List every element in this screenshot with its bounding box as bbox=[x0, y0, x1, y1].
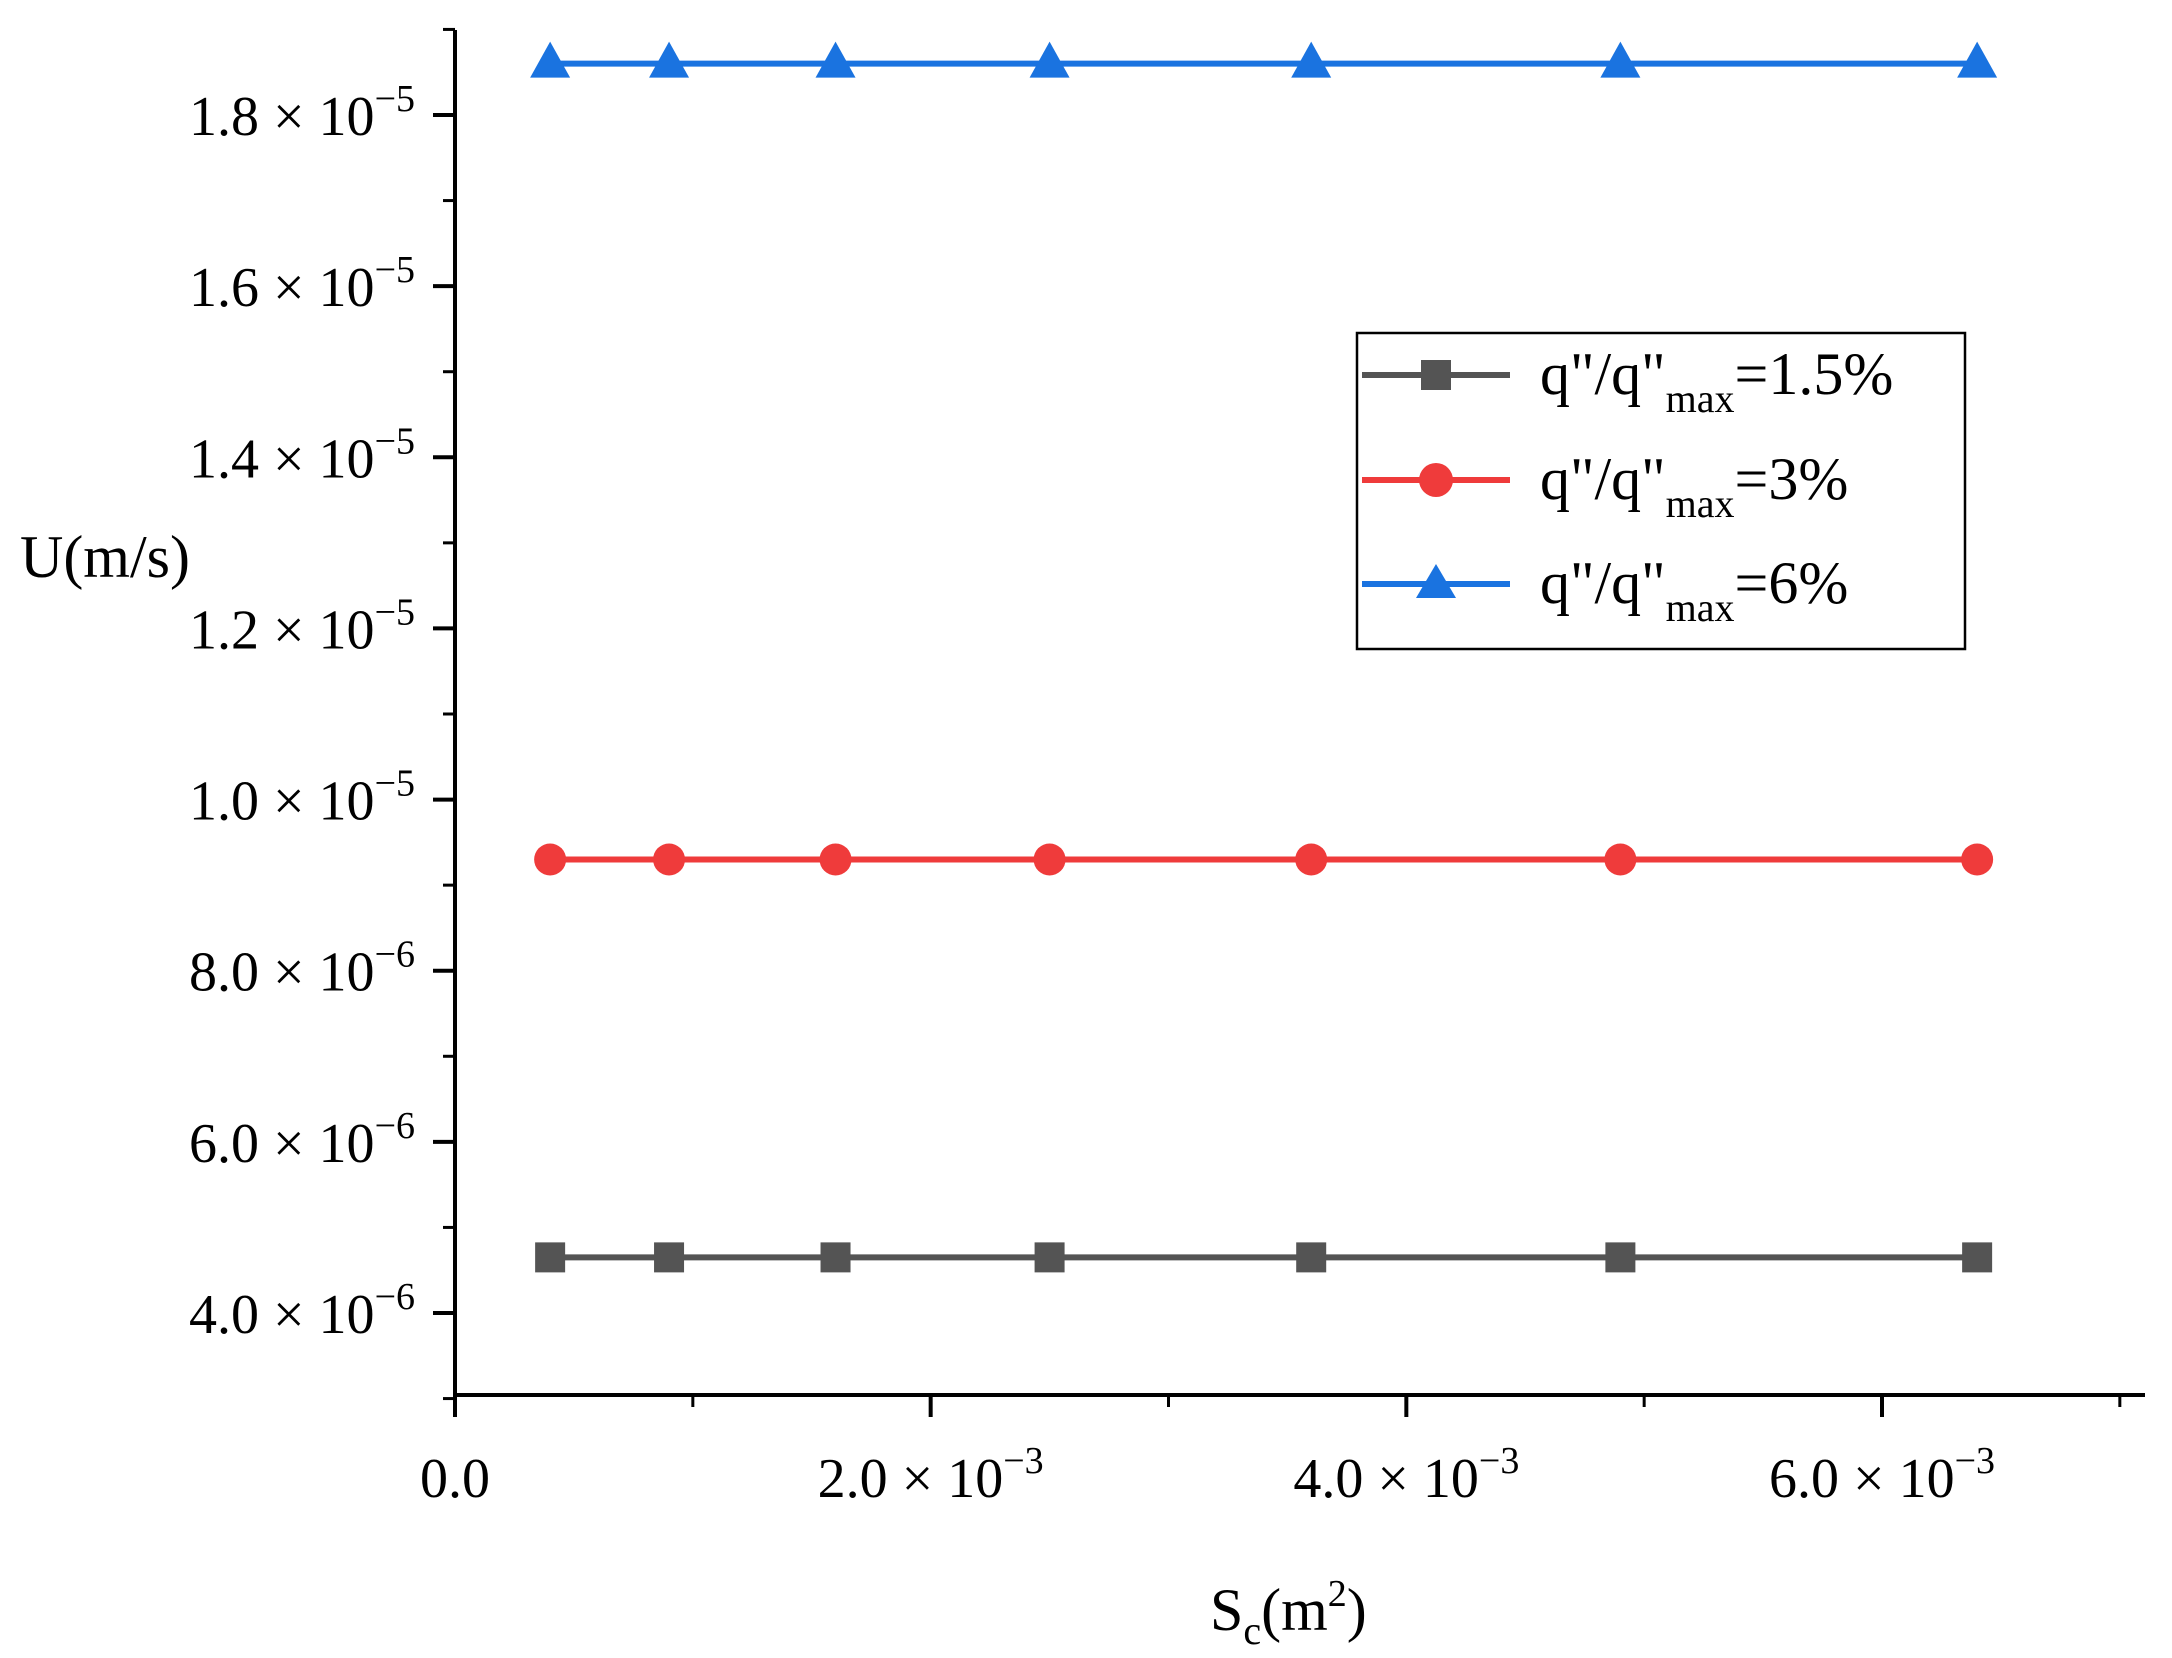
data-point-s3 bbox=[1033, 843, 1066, 876]
x-tick-label: 0.0 bbox=[420, 1448, 490, 1510]
data-point-s15 bbox=[820, 1242, 851, 1273]
x-tick-label: 6.0 × 10−3 bbox=[1769, 1440, 1995, 1510]
y-tick-label: 1.6 × 10−5 bbox=[189, 249, 415, 319]
legend-item-s3: q"/q"max=3% bbox=[1362, 446, 1848, 526]
legend: q"/q"max=1.5% q"/q"max=3% q"/q"max=6% bbox=[1355, 331, 1967, 651]
series-layer bbox=[530, 41, 1998, 1273]
x-axis-title-sub: c bbox=[1243, 1608, 1261, 1653]
data-point-s15 bbox=[654, 1242, 685, 1273]
data-point-s6 bbox=[1029, 41, 1070, 78]
legend-marker-s6 bbox=[1416, 564, 1456, 598]
legend-label-s3: q"/q"max=3% bbox=[1540, 446, 1848, 526]
y-tick-label: 4.0 × 10−6 bbox=[189, 1276, 415, 1346]
data-point-s3 bbox=[1295, 843, 1328, 876]
legend-marker-s15 bbox=[1421, 360, 1451, 390]
data-point-s6 bbox=[1600, 41, 1641, 78]
data-point-s3 bbox=[534, 843, 567, 876]
x-axis-title-unit-open: (m bbox=[1261, 1577, 1328, 1643]
y-axis-title: U(m/s) bbox=[20, 524, 190, 590]
data-point-s3 bbox=[819, 843, 852, 876]
legend-marker-s3 bbox=[1419, 463, 1453, 497]
x-axis-title-main: S bbox=[1210, 1577, 1243, 1643]
x-tick-label: 4.0 × 10−3 bbox=[1293, 1440, 1519, 1510]
x-axis-title: Sc(m2) bbox=[1210, 1573, 1367, 1653]
data-point-s6 bbox=[530, 41, 571, 78]
legend-box bbox=[1355, 331, 1967, 651]
legend-item-s15: q"/q"max=1.5% bbox=[1362, 341, 1893, 421]
y-tick-label: 1.8 × 10−5 bbox=[189, 78, 415, 148]
x-tick-label: 2.0 × 10−3 bbox=[818, 1440, 1044, 1510]
data-point-s15 bbox=[1296, 1242, 1327, 1273]
data-point-s15 bbox=[1034, 1242, 1065, 1273]
y-tick-label: 8.0 × 10−6 bbox=[189, 934, 415, 1004]
x-ticks: 0.0 2.0 × 10−3 4.0 × 10−3 6.0 × 10−3 bbox=[420, 1395, 2122, 1510]
data-point-s3 bbox=[1604, 843, 1637, 876]
y-tick-label: 1.4 × 10−5 bbox=[189, 420, 415, 490]
data-point-s6 bbox=[1291, 41, 1332, 78]
legend-label-s6: q"/q"max=6% bbox=[1540, 550, 1848, 630]
y-tick-label: 1.2 × 10−5 bbox=[189, 591, 415, 661]
y-ticks: 4.0 × 10−6 6.0 × 10−6 8.0 × 10−6 1.0 × 10−5… bbox=[189, 27, 455, 1401]
data-point-s6 bbox=[649, 41, 690, 78]
x-axis-title-unit-sup: 2 bbox=[1328, 1573, 1347, 1615]
data-point-s3 bbox=[653, 843, 686, 876]
data-point-s6 bbox=[815, 41, 856, 78]
y-tick-label: 1.0 × 10−5 bbox=[189, 763, 415, 833]
data-point-s15 bbox=[1605, 1242, 1636, 1273]
y-tick-label: 6.0 × 10−6 bbox=[189, 1105, 415, 1175]
x-axis-title-unit-close: ) bbox=[1347, 1577, 1367, 1643]
series-s15 bbox=[535, 1242, 1993, 1273]
data-point-s15 bbox=[535, 1242, 566, 1273]
series-s6 bbox=[530, 41, 1998, 78]
data-point-s6 bbox=[1957, 41, 1998, 78]
legend-label-s15: q"/q"max=1.5% bbox=[1540, 341, 1893, 421]
data-point-s15 bbox=[1962, 1242, 1993, 1273]
data-point-s3 bbox=[1961, 843, 1994, 876]
axes bbox=[453, 30, 2145, 1397]
legend-item-s6: q"/q"max=6% bbox=[1362, 550, 1848, 630]
series-s3 bbox=[534, 843, 1994, 876]
